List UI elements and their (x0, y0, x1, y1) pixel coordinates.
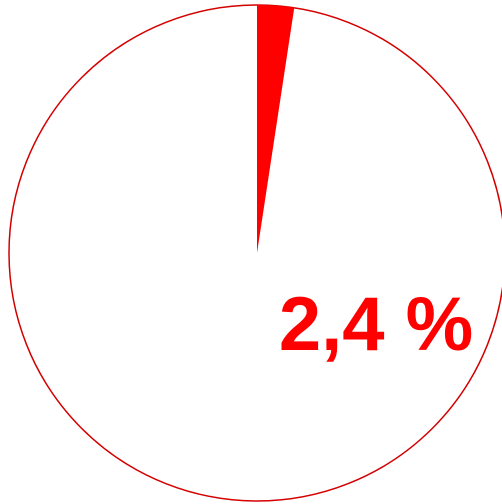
pie-slices (257, 5, 294, 253)
pie-outline (9, 5, 502, 501)
percentage-data-label: 2,4 % (279, 282, 473, 367)
pie-slice-0 (257, 5, 294, 253)
